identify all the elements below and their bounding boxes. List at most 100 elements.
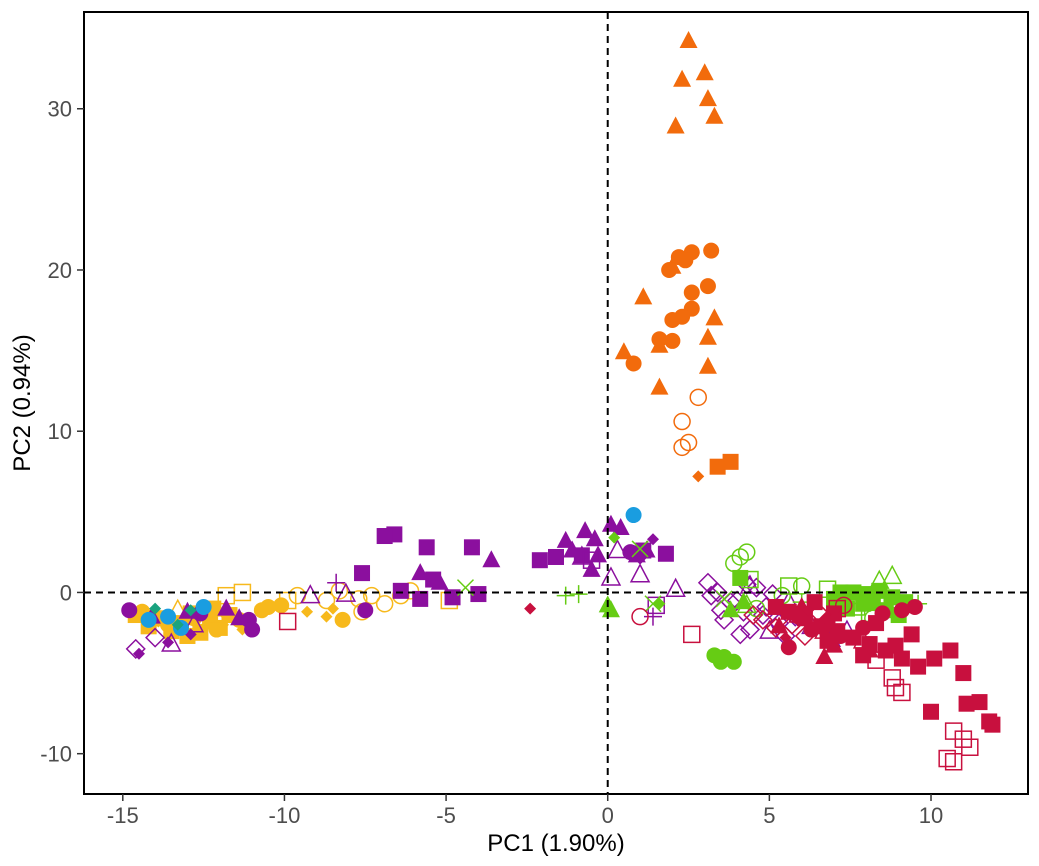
data-point xyxy=(647,596,665,615)
data-point xyxy=(418,539,435,556)
data-point xyxy=(582,551,601,569)
data-point xyxy=(278,591,297,610)
y-axis: -10 0 10 20 30 xyxy=(40,97,84,767)
x-tick-label: -5 xyxy=(436,803,456,828)
data-point xyxy=(860,640,879,658)
data-point xyxy=(171,618,184,631)
y-tick-label: 30 xyxy=(48,97,72,122)
data-point xyxy=(354,565,371,582)
data-point xyxy=(614,342,633,360)
data-point xyxy=(825,635,844,653)
data-point xyxy=(217,598,236,616)
data-point xyxy=(815,646,834,664)
data-point xyxy=(643,607,662,626)
x-tick-label: 0 xyxy=(602,803,614,828)
x-axis-title: PC1 (1.90%) xyxy=(487,830,624,857)
data-point xyxy=(585,529,604,547)
x-tick-label: 5 xyxy=(763,803,775,828)
data-point xyxy=(334,611,351,628)
data-point xyxy=(698,356,717,374)
data-point xyxy=(556,530,575,548)
x-tick-label: -10 xyxy=(269,803,301,828)
data-point xyxy=(411,563,430,581)
data-point xyxy=(677,252,694,269)
data-point xyxy=(881,564,903,585)
data-point xyxy=(807,601,828,622)
data-point xyxy=(906,598,923,615)
data-point xyxy=(942,642,959,659)
data-point xyxy=(125,638,146,659)
data-point xyxy=(167,598,188,618)
data-point xyxy=(705,308,724,326)
data-point xyxy=(752,609,773,630)
data-point xyxy=(698,89,717,107)
data-point xyxy=(244,621,261,638)
y-axis-title: PC2 (0.94%) xyxy=(9,334,36,471)
data-point xyxy=(737,543,756,561)
data-point xyxy=(679,433,698,452)
reference-lines xyxy=(84,12,1028,794)
data-point xyxy=(869,569,890,589)
data-point xyxy=(327,573,346,592)
data-point xyxy=(699,278,716,295)
x-tick-label: 10 xyxy=(919,803,943,828)
data-point xyxy=(730,624,751,645)
data-point xyxy=(665,577,686,597)
data-point xyxy=(140,611,157,628)
data-point xyxy=(780,639,797,656)
data-point xyxy=(631,540,649,558)
data-point xyxy=(664,311,681,328)
data-point xyxy=(698,327,717,345)
x-axis: -15 -10 -5 0 5 10 xyxy=(107,794,943,828)
data-point xyxy=(886,678,905,697)
data-point xyxy=(661,261,678,278)
data-point xyxy=(806,594,823,611)
data-point xyxy=(644,595,662,613)
data-point xyxy=(715,590,733,608)
data-point xyxy=(707,582,728,603)
data-point xyxy=(731,548,750,566)
data-point xyxy=(666,116,685,134)
data-point xyxy=(780,577,798,595)
data-point xyxy=(683,625,701,644)
data-point xyxy=(852,629,874,649)
y-tick-label: 20 xyxy=(48,258,72,283)
data-point xyxy=(923,703,940,720)
x-tick-label: -15 xyxy=(107,803,139,828)
data-point xyxy=(803,621,820,638)
scatter-points xyxy=(121,31,1001,771)
data-point xyxy=(375,594,394,613)
data-point xyxy=(893,650,910,667)
data-point xyxy=(683,284,700,301)
data-point xyxy=(300,584,321,604)
data-point xyxy=(362,586,381,605)
data-point xyxy=(600,566,622,586)
data-point xyxy=(320,610,333,623)
data-point xyxy=(705,106,724,124)
data-point xyxy=(548,548,564,565)
data-point xyxy=(887,637,904,654)
data-point xyxy=(357,602,374,619)
data-point xyxy=(664,332,681,349)
data-point xyxy=(938,749,956,768)
data-point xyxy=(601,514,620,532)
data-point xyxy=(376,528,393,545)
data-point xyxy=(288,586,307,605)
data-point xyxy=(273,597,290,614)
data-point xyxy=(589,545,608,563)
data-point xyxy=(607,538,628,559)
data-point xyxy=(958,695,975,712)
data-point xyxy=(855,619,872,636)
data-point xyxy=(195,598,212,615)
data-point xyxy=(470,586,487,603)
data-point xyxy=(531,552,548,569)
data-point xyxy=(571,545,593,565)
data-point xyxy=(689,388,707,407)
data-point xyxy=(149,602,162,615)
data-point xyxy=(631,607,649,626)
data-point xyxy=(903,626,920,643)
data-point xyxy=(697,572,719,593)
data-point xyxy=(392,582,409,599)
data-point xyxy=(961,738,979,756)
